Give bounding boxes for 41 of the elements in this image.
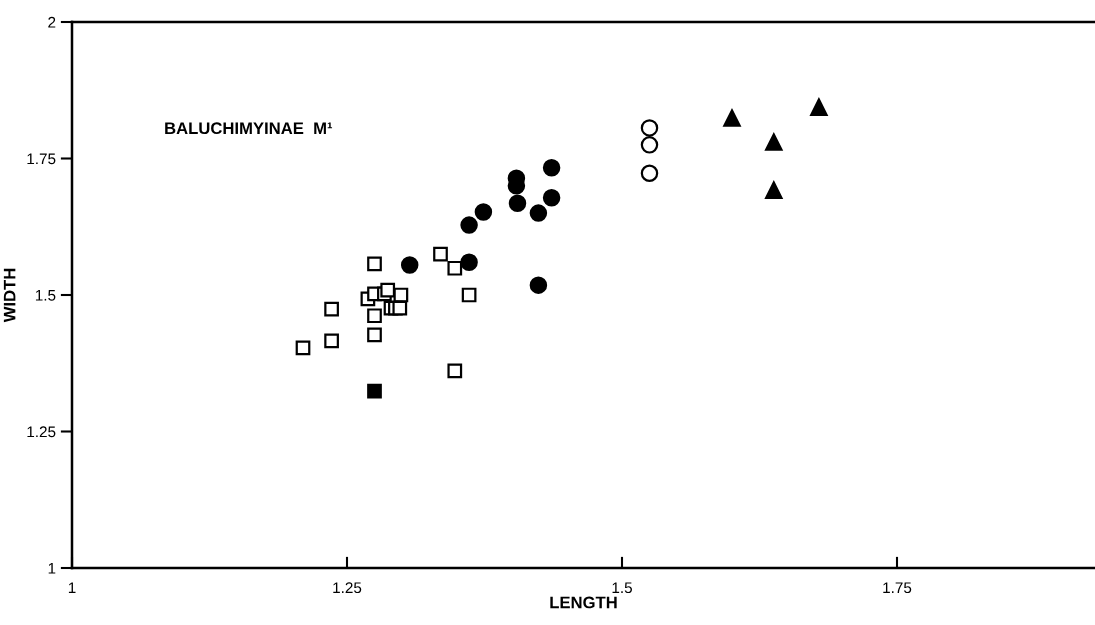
x-tick-label: 1.75 [883, 582, 912, 594]
point [474, 203, 493, 221]
y-tick-label: 1.25 [27, 426, 56, 438]
point [765, 181, 783, 199]
x-tick-label: 1 [68, 582, 76, 593]
point [380, 282, 396, 298]
point [810, 98, 828, 116]
y-tick-label: 1.5 [35, 290, 56, 301]
point [460, 253, 478, 271]
point [765, 133, 783, 151]
point [392, 300, 408, 316]
y-tick-label: 1 [48, 563, 56, 574]
y-tick-label: 1.75 [27, 153, 56, 165]
point [723, 109, 741, 127]
point [324, 333, 339, 349]
point [433, 246, 448, 262]
point [508, 194, 527, 213]
point [324, 301, 339, 317]
point [640, 136, 659, 154]
y-tick-label: 2 [48, 16, 56, 28]
point [529, 204, 548, 222]
point [542, 189, 561, 207]
point [400, 256, 419, 274]
point [529, 276, 548, 294]
x-tick-label: 1.5 [612, 582, 632, 594]
point [461, 287, 477, 303]
point [367, 256, 382, 272]
x-axis-title: LENGTH [550, 596, 617, 609]
point [447, 260, 463, 276]
annotation: BALUCHIMYINAE M¹ [165, 122, 333, 135]
point [640, 164, 659, 182]
point [460, 216, 478, 234]
y-axis-title: WIDTH [3, 268, 16, 323]
point [367, 383, 382, 399]
x-tick-label: 1.25 [333, 582, 362, 594]
point [542, 159, 561, 177]
point [295, 340, 311, 356]
point [447, 363, 463, 379]
point [367, 327, 382, 343]
point [367, 308, 382, 324]
point [640, 119, 659, 137]
